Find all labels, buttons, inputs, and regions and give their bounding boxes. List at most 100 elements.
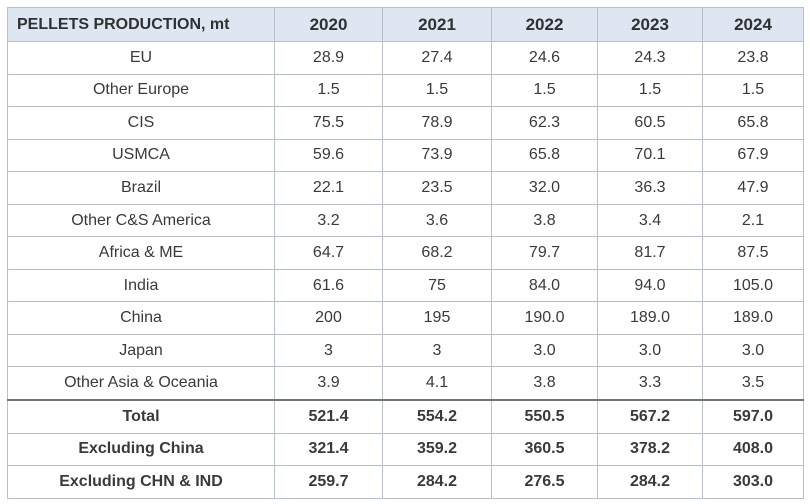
header-cell-2021: 2021 [382,7,492,42]
value-cell: 1.5 [274,73,383,108]
value-cell: 23.5 [382,171,492,205]
value-cell: 554.2 [382,399,492,434]
value-cell: 75 [382,268,492,303]
value-cell: 189.0 [702,301,804,335]
value-cell: 189.0 [597,301,703,335]
value-cell: 70.1 [597,138,703,173]
value-cell: 378.2 [597,432,703,467]
row-label-cell: Total [7,399,275,434]
value-cell: 87.5 [702,236,804,270]
value-cell: 67.9 [702,138,804,173]
total-row: Excluding China 321.4 359.2 360.5 378.2 408.0 [7,432,804,467]
row-label-cell: EU [7,41,275,75]
value-cell: 259.7 [274,465,383,499]
value-cell: 59.6 [274,138,383,173]
pellets-production-table: PELLETS PRODUCTION, mt 2020 2021 2022 20… [7,7,804,499]
value-cell: 3 [382,333,492,368]
value-cell: 1.5 [597,73,703,108]
total-row: Total 521.4 554.2 550.5 567.2 597.0 [7,399,804,434]
value-cell: 3.8 [491,366,598,401]
row-label-cell: Other C&S America [7,203,275,238]
value-cell: 3.2 [274,203,383,238]
value-cell: 3.0 [491,333,598,368]
table-row: Japan 3 3 3.0 3.0 3.0 [7,333,804,368]
value-cell: 521.4 [274,399,383,434]
header-cell-2020: 2020 [274,7,383,42]
value-cell: 81.7 [597,236,703,270]
total-row: Excluding CHN & IND 259.7 284.2 276.5 284.2 3… [7,465,804,499]
value-cell: 284.2 [382,465,492,499]
table-row: Brazil 22.1 23.5 32.0 36.3 47.9 [7,171,804,205]
value-cell: 61.6 [274,268,383,303]
value-cell: 195 [382,301,492,335]
value-cell: 3.6 [382,203,492,238]
value-cell: 4.1 [382,366,492,401]
value-cell: 3.0 [702,333,804,368]
value-cell: 3.3 [597,366,703,401]
value-cell: 47.9 [702,171,804,205]
value-cell: 32.0 [491,171,598,205]
value-cell: 190.0 [491,301,598,335]
value-cell: 79.7 [491,236,598,270]
header-cell-2023: 2023 [597,7,703,42]
value-cell: 3.0 [597,333,703,368]
pellets-production-table-container: PELLETS PRODUCTION, mt 2020 2021 2022 20… [7,7,804,499]
value-cell: 3.9 [274,366,383,401]
table-header: PELLETS PRODUCTION, mt 2020 2021 2022 20… [7,7,804,42]
table-row: Other C&S America 3.2 3.6 3.8 3.4 2.1 [7,203,804,238]
value-cell: 408.0 [702,432,804,467]
value-cell: 65.8 [702,106,804,140]
value-cell: 1.5 [702,73,804,108]
row-label-cell: Other Europe [7,73,275,108]
value-cell: 550.5 [491,399,598,434]
value-cell: 597.0 [702,399,804,434]
table-row: Africa & ME 64.7 68.2 79.7 81.7 87.5 [7,236,804,270]
value-cell: 567.2 [597,399,703,434]
value-cell: 284.2 [597,465,703,499]
table-row: India 61.6 75 84.0 94.0 105.0 [7,268,804,303]
table-row: EU 28.9 27.4 24.6 24.3 23.8 [7,41,804,75]
row-label-cell: USMCA [7,138,275,173]
header-cell-2022: 2022 [491,7,598,42]
value-cell: 68.2 [382,236,492,270]
value-cell: 73.9 [382,138,492,173]
row-label-cell: Africa & ME [7,236,275,270]
value-cell: 321.4 [274,432,383,467]
value-cell: 94.0 [597,268,703,303]
value-cell: 1.5 [491,73,598,108]
table-row: China 200 195 190.0 189.0 189.0 [7,301,804,335]
value-cell: 65.8 [491,138,598,173]
header-cell-2024: 2024 [702,7,804,42]
value-cell: 64.7 [274,236,383,270]
row-label-cell: CIS [7,106,275,140]
row-label-cell: Other Asia & Oceania [7,366,275,401]
value-cell: 360.5 [491,432,598,467]
table-body: EU 28.9 27.4 24.6 24.3 23.8 Other Europe 1.5 1.5… [7,41,804,499]
value-cell: 359.2 [382,432,492,467]
value-cell: 200 [274,301,383,335]
row-label-cell: Excluding China [7,432,275,467]
value-cell: 303.0 [702,465,804,499]
value-cell: 62.3 [491,106,598,140]
row-label-cell: China [7,301,275,335]
row-label-cell: Excluding CHN & IND [7,465,275,499]
row-label-cell: Japan [7,333,275,368]
table-row: CIS 75.5 78.9 62.3 60.5 65.8 [7,106,804,140]
value-cell: 22.1 [274,171,383,205]
value-cell: 1.5 [382,73,492,108]
value-cell: 24.6 [491,41,598,75]
value-cell: 36.3 [597,171,703,205]
value-cell: 75.5 [274,106,383,140]
table-row: USMCA 59.6 73.9 65.8 70.1 67.9 [7,138,804,173]
value-cell: 3.4 [597,203,703,238]
table-row: Other Asia & Oceania 3.9 4.1 3.8 3.3 3.5 [7,366,804,401]
value-cell: 60.5 [597,106,703,140]
value-cell: 28.9 [274,41,383,75]
value-cell: 84.0 [491,268,598,303]
header-row: PELLETS PRODUCTION, mt 2020 2021 2022 20… [7,7,804,42]
value-cell: 276.5 [491,465,598,499]
value-cell: 3.5 [702,366,804,401]
value-cell: 23.8 [702,41,804,75]
value-cell: 3.8 [491,203,598,238]
value-cell: 3 [274,333,383,368]
